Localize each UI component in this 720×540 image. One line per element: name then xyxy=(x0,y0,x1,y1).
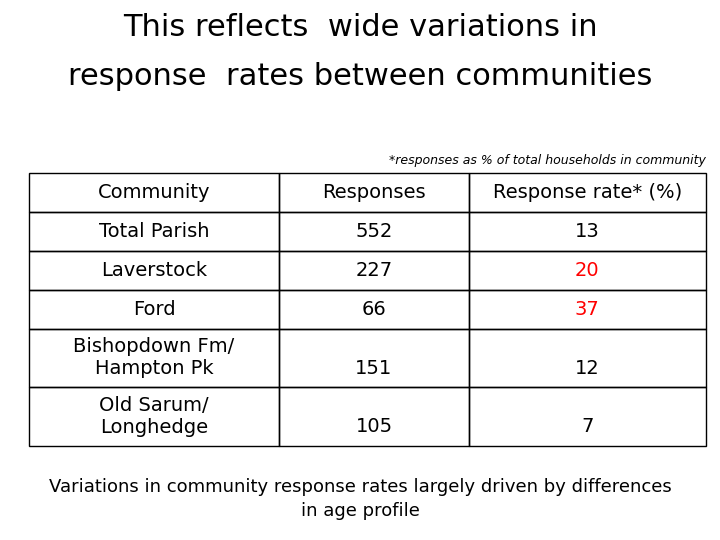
Text: 105: 105 xyxy=(356,417,392,436)
Text: Response rate* (%): Response rate* (%) xyxy=(492,183,682,202)
Text: 12: 12 xyxy=(575,359,600,378)
Text: Bishopdown Fm/
Hampton Pk: Bishopdown Fm/ Hampton Pk xyxy=(73,338,235,379)
Text: This reflects  wide variations in: This reflects wide variations in xyxy=(122,14,598,43)
Text: Total Parish: Total Parish xyxy=(99,222,210,241)
Text: Responses: Responses xyxy=(322,183,426,202)
Text: response  rates between communities: response rates between communities xyxy=(68,62,652,91)
Text: Community: Community xyxy=(98,183,210,202)
Text: 66: 66 xyxy=(361,300,387,319)
Text: 37: 37 xyxy=(575,300,600,319)
Text: Variations in community response rates largely driven by differences
in age prof: Variations in community response rates l… xyxy=(49,478,671,519)
Text: 7: 7 xyxy=(581,417,593,436)
Text: 151: 151 xyxy=(356,359,392,378)
Text: Old Sarum/
Longhedge: Old Sarum/ Longhedge xyxy=(99,396,209,437)
Text: *responses as % of total households in community: *responses as % of total households in c… xyxy=(389,154,706,167)
Text: Laverstock: Laverstock xyxy=(101,261,207,280)
Text: 20: 20 xyxy=(575,261,600,280)
Text: Ford: Ford xyxy=(132,300,176,319)
Text: 13: 13 xyxy=(575,222,600,241)
Text: 552: 552 xyxy=(355,222,392,241)
Text: 227: 227 xyxy=(356,261,392,280)
